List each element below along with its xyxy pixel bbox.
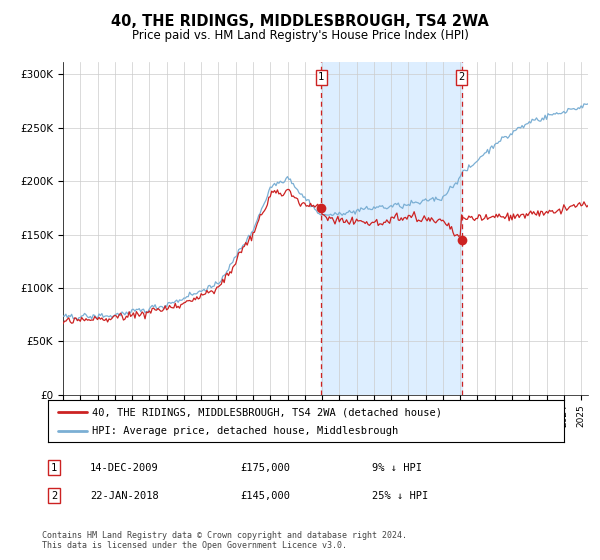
Text: 9% ↓ HPI: 9% ↓ HPI bbox=[372, 463, 422, 473]
Text: £175,000: £175,000 bbox=[240, 463, 290, 473]
Text: 2: 2 bbox=[51, 491, 57, 501]
Text: HPI: Average price, detached house, Middlesbrough: HPI: Average price, detached house, Midd… bbox=[92, 426, 398, 436]
Text: 1: 1 bbox=[318, 72, 325, 82]
Text: 22-JAN-2018: 22-JAN-2018 bbox=[90, 491, 159, 501]
Text: 40, THE RIDINGS, MIDDLESBROUGH, TS4 2WA (detached house): 40, THE RIDINGS, MIDDLESBROUGH, TS4 2WA … bbox=[92, 407, 442, 417]
Text: 40, THE RIDINGS, MIDDLESBROUGH, TS4 2WA: 40, THE RIDINGS, MIDDLESBROUGH, TS4 2WA bbox=[111, 14, 489, 29]
Bar bbox=[322, 62, 461, 395]
Text: 2: 2 bbox=[458, 72, 465, 82]
Text: 25% ↓ HPI: 25% ↓ HPI bbox=[372, 491, 428, 501]
Text: Price paid vs. HM Land Registry's House Price Index (HPI): Price paid vs. HM Land Registry's House … bbox=[131, 29, 469, 42]
Text: £145,000: £145,000 bbox=[240, 491, 290, 501]
Text: Contains HM Land Registry data © Crown copyright and database right 2024.
This d: Contains HM Land Registry data © Crown c… bbox=[42, 531, 407, 550]
Text: 14-DEC-2009: 14-DEC-2009 bbox=[90, 463, 159, 473]
Text: 1: 1 bbox=[51, 463, 57, 473]
